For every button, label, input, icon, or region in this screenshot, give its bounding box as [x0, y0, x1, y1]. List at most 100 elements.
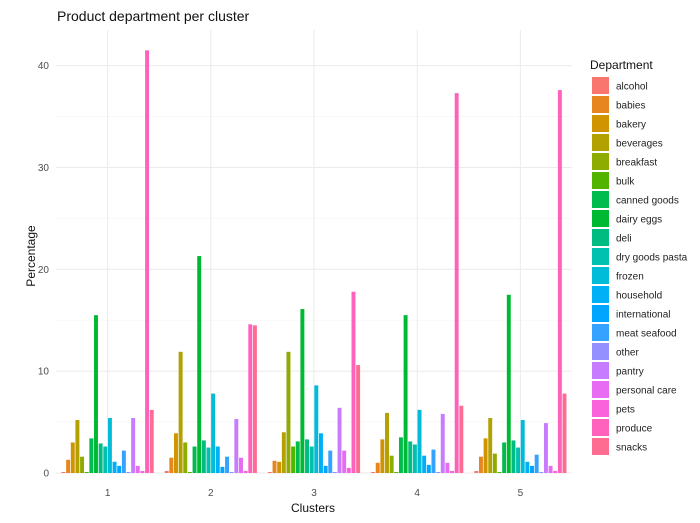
bar-breakfast-cluster-2: [183, 442, 188, 473]
bar-pets-cluster-2: [243, 470, 248, 473]
bar-international-cluster-3: [323, 465, 328, 473]
bar-canned-goods-cluster-4: [398, 437, 403, 473]
legend-label-bakery: bakery: [616, 120, 646, 131]
bar-dry-goods-pasta-cluster-4: [412, 444, 417, 473]
bar-alcohol-cluster-5: [474, 470, 479, 473]
bar-pantry-cluster-4: [440, 413, 445, 473]
bar-dry-goods-pasta-cluster-3: [309, 446, 314, 473]
bar-beverages-cluster-3: [281, 432, 286, 473]
bar-bakery-cluster-4: [380, 439, 385, 473]
bar-canned-goods-cluster-5: [502, 442, 507, 473]
legend-swatch-babies: [592, 96, 609, 113]
bar-frozen-cluster-5: [520, 420, 525, 473]
bar-other-cluster-1: [126, 471, 131, 473]
x-axis-title: Clusters: [291, 501, 335, 515]
legend-label-dry-goods-pasta: dry goods pasta: [616, 253, 688, 264]
bar-deli-cluster-2: [201, 440, 206, 473]
bar-frozen-cluster-1: [107, 418, 112, 473]
bar-meat-seafood-cluster-4: [431, 449, 436, 473]
bar-dairy-eggs-cluster-2: [197, 256, 202, 473]
legend-label-personal-care: personal care: [616, 386, 677, 397]
bar-produce-cluster-3: [351, 291, 356, 473]
bar-breakfast-cluster-1: [80, 456, 85, 473]
legend-swatch-produce: [592, 419, 609, 436]
legend-label-deli: deli: [616, 234, 632, 245]
legend-label-dairy-eggs: dairy eggs: [616, 215, 662, 226]
bar-alcohol-cluster-2: [164, 470, 169, 473]
bar-produce-cluster-5: [557, 90, 562, 474]
bar-breakfast-cluster-5: [492, 453, 497, 473]
x-tick-label: 4: [414, 488, 420, 499]
bar-international-cluster-1: [117, 465, 122, 473]
bar-pets-cluster-5: [553, 470, 558, 473]
bar-pets-cluster-4: [450, 470, 455, 473]
bar-pantry-cluster-3: [337, 407, 342, 473]
legend-swatch-canned-goods: [592, 191, 609, 208]
legend-swatch-snacks: [592, 438, 609, 455]
legend-swatch-bakery: [592, 115, 609, 132]
bar-produce-cluster-4: [454, 93, 459, 473]
bar-bulk-cluster-1: [84, 471, 89, 473]
bar-international-cluster-5: [530, 465, 534, 473]
legend-swatch-beverages: [592, 134, 609, 151]
bar-bakery-cluster-3: [277, 461, 282, 473]
bar-bulk-cluster-2: [187, 471, 192, 473]
bar-frozen-cluster-3: [314, 385, 319, 473]
legend-swatch-deli: [592, 229, 609, 246]
bar-babies-cluster-2: [169, 457, 174, 473]
x-tick-label: 3: [311, 488, 317, 499]
legend-swatch-other: [592, 343, 609, 360]
bar-bakery-cluster-2: [173, 433, 178, 473]
bar-pantry-cluster-1: [131, 418, 136, 473]
legend-label-other: other: [616, 348, 639, 359]
legend-swatch-pets: [592, 400, 609, 417]
bar-beverages-cluster-1: [75, 420, 80, 473]
y-tick-label: 30: [38, 163, 50, 174]
legend-swatch-breakfast: [592, 153, 609, 170]
bar-deli-cluster-3: [305, 439, 310, 473]
bar-produce-cluster-2: [248, 324, 253, 473]
y-axis-title: Percentage: [24, 225, 38, 287]
bar-international-cluster-4: [426, 464, 431, 473]
legend-swatch-personal-care: [592, 381, 609, 398]
bar-beverages-cluster-5: [488, 418, 493, 473]
legend-label-pets: pets: [616, 405, 635, 416]
bar-meat-seafood-cluster-2: [225, 456, 230, 473]
bar-international-cluster-2: [220, 466, 225, 473]
bar-dry-goods-pasta-cluster-5: [516, 447, 521, 473]
legend-swatch-dairy-eggs: [592, 210, 609, 227]
bar-bakery-cluster-5: [483, 438, 488, 473]
y-tick-label: 40: [38, 61, 50, 72]
bar-deli-cluster-1: [98, 443, 103, 473]
x-tick-label: 5: [518, 488, 524, 499]
bar-deli-cluster-4: [408, 441, 413, 473]
bar-breakfast-cluster-4: [389, 455, 394, 473]
bar-snacks-cluster-1: [149, 409, 154, 473]
bar-produce-cluster-1: [145, 50, 150, 473]
bar-snacks-cluster-2: [252, 325, 257, 473]
legend-swatch-frozen: [592, 267, 609, 284]
bar-canned-goods-cluster-1: [89, 438, 94, 473]
legend-label-pantry: pantry: [616, 367, 644, 378]
bar-household-cluster-3: [318, 433, 323, 473]
x-tick-label: 1: [105, 488, 111, 499]
bar-pets-cluster-1: [140, 470, 145, 473]
legend-title: Department: [590, 58, 653, 72]
bar-alcohol-cluster-4: [371, 471, 376, 473]
bar-personal-care-cluster-1: [135, 465, 140, 473]
legend-label-alcohol: alcohol: [616, 82, 648, 93]
bar-pantry-cluster-2: [234, 419, 239, 473]
bar-babies-cluster-4: [375, 462, 380, 473]
bar-beverages-cluster-2: [178, 351, 183, 473]
legend-label-meat-seafood: meat seafood: [616, 329, 677, 340]
bar-meat-seafood-cluster-3: [328, 450, 333, 473]
legend-swatch-meat-seafood: [592, 324, 609, 341]
legend-label-bulk: bulk: [616, 177, 635, 188]
legend-label-snacks: snacks: [616, 443, 647, 454]
bar-other-cluster-3: [332, 471, 337, 473]
bar-babies-cluster-5: [478, 456, 483, 473]
bar-dry-goods-pasta-cluster-1: [103, 446, 108, 473]
bar-bulk-cluster-3: [291, 446, 296, 473]
x-axis-ticks: 1 2 3 4 5: [105, 488, 524, 499]
